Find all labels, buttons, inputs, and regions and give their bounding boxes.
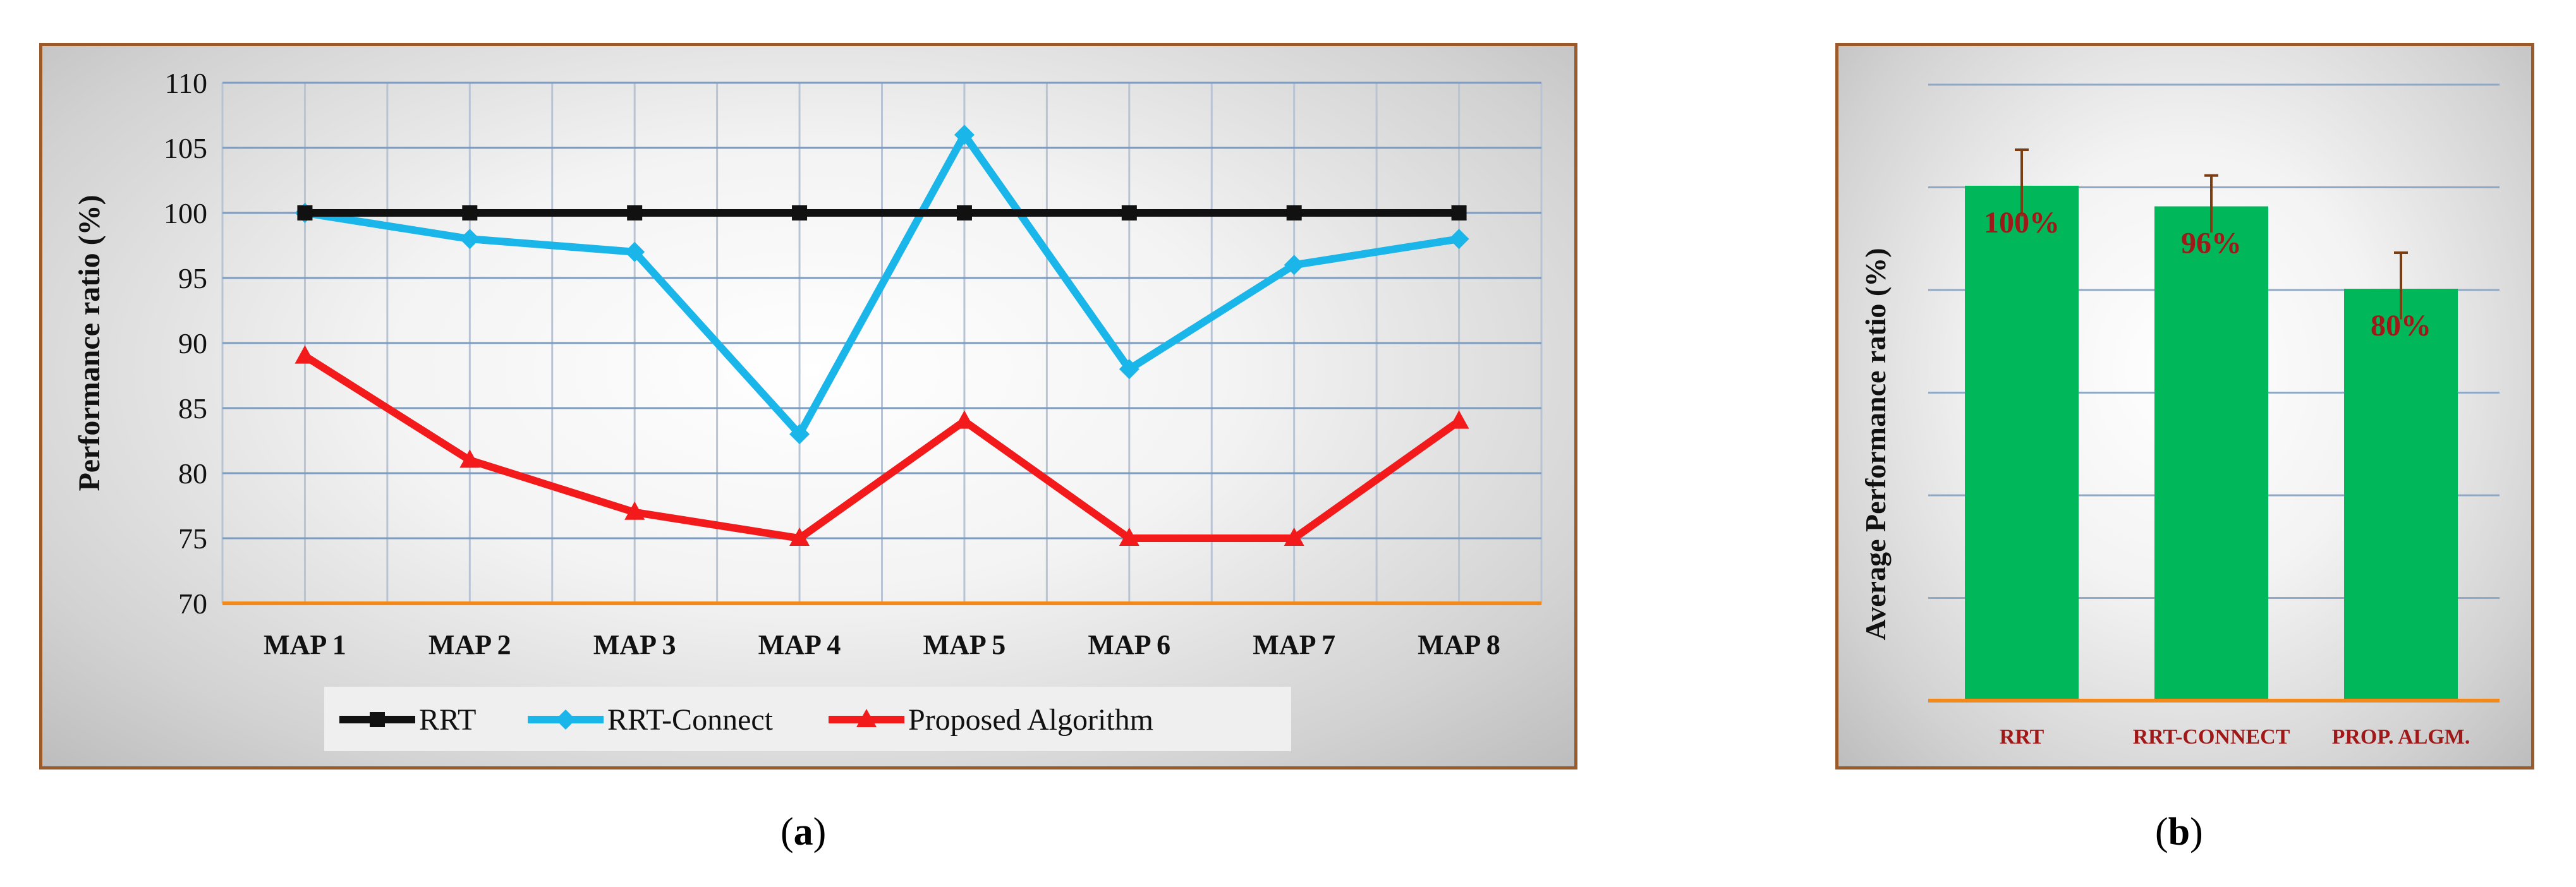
data-point [1449,229,1469,250]
y-tick-label: 105 [164,132,207,164]
data-point [627,205,643,220]
caption-a: (a) [781,810,826,855]
legend-label: Proposed Algorithm [908,703,1153,737]
bar [1965,186,2079,701]
bar [2154,206,2268,701]
x-tick-label: PROP. ALGM. [2332,725,2470,749]
caption-b: (b) [2155,810,2203,855]
legend-box [324,687,1291,751]
data-point [954,410,975,429]
y-tick-label: 100 [164,197,207,229]
bar [2344,289,2458,701]
data-label: 96% [2181,227,2242,260]
data-point [789,528,810,546]
caption-a-close: ) [813,811,827,854]
data-point [295,345,315,364]
legend-label: RRT [419,703,476,737]
data-point [297,205,313,220]
y-tick-label: 70 [178,588,207,620]
data-label: 80% [2371,309,2431,342]
data-point [956,205,972,220]
x-tick-label: MAP 3 [593,629,676,660]
x-tick-label: RRT [2000,725,2044,749]
line-chart-panel: 70 75 80 85 90 95 100 105 110 MAP 1 MAP 2 MAP 3 MAP … [39,43,1577,769]
y-axis-title: Average Performance ratio (%) [1859,248,1892,640]
y-tick-label: 75 [178,522,207,555]
caption-a-letter: a [793,811,813,854]
data-point [459,229,480,250]
data-label: 100% [1984,206,2060,239]
caption-b-letter: b [2168,811,2190,854]
bar-chart-panel: 100% RRT 96% RRT-CONNECT 80% PROP. ALGM. Avera… [1835,43,2534,769]
x-tick-label: MAP 1 [264,629,346,660]
caption-a-open: ( [781,811,794,854]
y-tick-label: 95 [178,262,207,294]
x-tick-label: MAP 4 [758,629,841,660]
data-point [624,241,645,262]
data-point [1451,205,1467,220]
x-tick-label: MAP 2 [428,629,511,660]
caption-b-close: ) [2190,811,2203,854]
data-point [624,501,645,520]
x-tick-label: MAP 7 [1253,629,1335,660]
data-point [789,424,810,445]
y-axis-title: Performance ratio (%) [73,195,106,491]
data-point [1284,528,1304,546]
y-tick-label: 80 [178,457,207,490]
legend-label: RRT-Connect [607,703,774,737]
legend-marker [556,709,576,730]
legend-marker [856,709,877,727]
data-point [1286,205,1302,220]
legend: RRT RRT-Connect Proposed Algorithm [324,687,1291,751]
y-tick-label: 85 [178,392,207,425]
bar-chart: 100% RRT 96% RRT-CONNECT 80% PROP. ALGM. Avera… [1859,83,2500,749]
x-tick-label: MAP 8 [1418,629,1500,660]
data-point [1119,359,1139,380]
x-tick-label: MAP 6 [1088,629,1170,660]
line-chart: 70 75 80 85 90 95 100 105 110 MAP 1 MAP 2 MAP 3 MAP … [73,67,1543,751]
x-tick-label: RRT-CONNECT [2133,725,2290,749]
data-point [792,205,808,220]
series-line [304,128,1460,441]
caption-b-open: ( [2155,811,2168,854]
data-point [1121,205,1137,220]
data-point [459,449,480,468]
data-point [1449,410,1469,429]
y-tick-label: 110 [165,67,207,99]
legend-marker [370,712,385,727]
x-tick-label: MAP 5 [923,629,1006,660]
data-point [462,205,478,220]
y-tick-label: 90 [178,327,207,359]
series-line [303,353,1462,543]
data-point [954,124,975,145]
data-point [1284,255,1304,275]
data-point [1119,528,1139,546]
